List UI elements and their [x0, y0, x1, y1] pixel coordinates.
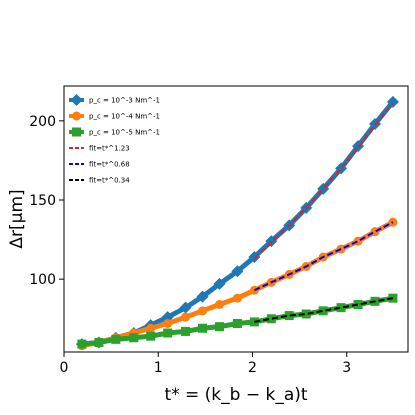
data-point — [232, 319, 242, 328]
fit-line-1 — [253, 102, 394, 260]
data-point — [386, 95, 399, 108]
legend-item: fit=t*^0.68 — [69, 161, 130, 169]
plot-frame — [63, 85, 409, 353]
data-point — [336, 303, 346, 313]
x-axis: 0 1 2 3 — [60, 352, 351, 376]
legend-label: fit=t*^1.23 — [89, 145, 130, 153]
data-point — [215, 300, 225, 309]
data-point — [301, 309, 311, 319]
data-point — [266, 314, 276, 324]
data-point — [70, 94, 83, 106]
fit-line-2 — [253, 221, 394, 292]
data-point — [181, 312, 191, 322]
x-tick-label: 3 — [342, 360, 351, 376]
legend-item: p_c = 10^-5 Nm^-1 — [69, 127, 160, 137]
data-point — [72, 111, 81, 121]
fit-line-3 — [254, 297, 394, 323]
data-point — [129, 333, 139, 343]
data-point — [336, 244, 346, 254]
data-point — [198, 306, 208, 316]
x-axis-label: t* = (k_b − k_a)t — [164, 385, 307, 405]
y-tick-label: 150 — [29, 193, 56, 209]
data-point — [198, 323, 208, 333]
data-point — [370, 227, 380, 237]
data-point — [284, 311, 294, 321]
series-layer — [75, 95, 399, 351]
y-axis-label: Δr[μm] — [7, 189, 27, 248]
data-point — [77, 339, 87, 349]
legend-item: p_c = 10^-4 Nm^-1 — [69, 111, 160, 121]
data-point — [248, 251, 261, 263]
legend-item: fit=t*^0.34 — [69, 177, 130, 185]
data-point — [265, 235, 278, 248]
data-point — [231, 265, 244, 278]
data-point — [353, 300, 363, 309]
data-point — [94, 338, 104, 347]
legend: p_c = 10^-3 Nm^-1 p_c = 10^-4 Nm^-1 p_c = … — [69, 94, 160, 185]
data-point — [215, 322, 225, 332]
legend-item: p_c = 10^-3 Nm^-1 — [69, 94, 160, 106]
data-point — [196, 290, 209, 303]
data-point — [181, 326, 191, 336]
data-point — [163, 328, 173, 338]
data-point — [163, 319, 173, 328]
data-point — [111, 334, 121, 344]
legend-label: p_c = 10^-3 Nm^-1 — [89, 97, 160, 105]
legend-item: fit=t*^1.23 — [69, 145, 130, 153]
data-point — [146, 323, 156, 333]
legend-label: fit=t*^0.68 — [89, 161, 130, 169]
y-tick-label: 100 — [29, 272, 56, 288]
data-point — [232, 293, 242, 303]
data-point — [179, 301, 192, 314]
legend-label: fit=t*^0.34 — [89, 177, 130, 185]
y-tick-label: 200 — [29, 114, 56, 130]
data-point — [146, 331, 156, 341]
data-point — [318, 306, 328, 316]
series-2 — [77, 217, 398, 351]
x-tick-label: 1 — [154, 360, 163, 376]
legend-label: p_c = 10^-5 Nm^-1 — [89, 129, 160, 137]
x-tick-label: 2 — [248, 360, 257, 376]
data-point — [72, 127, 81, 137]
y-axis: 100 150 200 — [29, 114, 64, 288]
legend-label: p_c = 10^-4 Nm^-1 — [89, 113, 160, 121]
data-point — [213, 277, 226, 290]
data-point — [353, 236, 363, 246]
x-tick-label: 0 — [60, 360, 69, 376]
